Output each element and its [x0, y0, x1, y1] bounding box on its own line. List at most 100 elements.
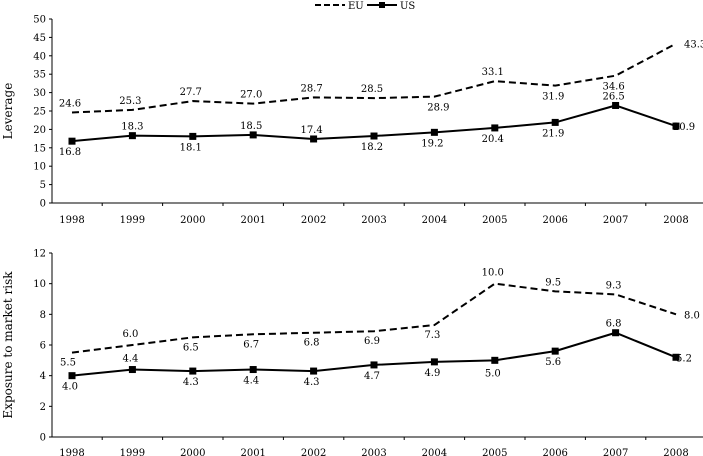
series-eu-data-label: 43.3	[684, 40, 703, 51]
y-tick-label: 12	[33, 249, 46, 260]
series-us-data-label: 5.0	[485, 368, 501, 379]
x-tick-label: 2004	[422, 215, 447, 226]
series-eu-data-label: 6.5	[183, 342, 199, 353]
series-us-point	[370, 132, 378, 140]
series-us-data-label: 16.8	[59, 147, 81, 158]
y-tick-label: 40	[33, 51, 46, 62]
series-eu-data-label: 28.9	[427, 103, 449, 114]
series-eu-data-label: 27.7	[180, 87, 202, 98]
y-tick-label: 4	[40, 371, 46, 382]
series-eu-data-label: 6.9	[364, 336, 380, 347]
series-us-point	[491, 124, 499, 132]
leverage-chart: 0 5 10 15 20 25 30 35 40 45 50 1998 1999 2000 2001 2002…	[1, 15, 703, 226]
series-eu-data-label: 5.5	[60, 358, 76, 369]
x-tick-label: 2007	[603, 215, 628, 226]
series-us-point	[551, 118, 559, 126]
x-tick-label: 2002	[301, 448, 326, 456]
y-tick-label: 15	[33, 143, 46, 154]
series-us-point	[249, 131, 257, 139]
series-us-point	[551, 347, 559, 355]
legend: EU US	[315, 1, 415, 12]
series-eu-data-label: 6.0	[122, 329, 138, 340]
series-us-point	[370, 361, 378, 369]
series-us-data-label: 18.3	[121, 122, 143, 133]
x-tick-label: 2003	[361, 448, 386, 456]
series-eu-data-label: 6.7	[243, 339, 259, 350]
y-tick-label: 5	[40, 180, 46, 191]
series-us-point	[128, 132, 136, 140]
y-tick-label: 10	[33, 162, 46, 173]
series-us-data-label: 4.7	[364, 371, 380, 382]
x-tick-label: 2005	[482, 215, 507, 226]
series-eu-line	[71, 282, 677, 354]
x-tick-label: 2008	[663, 215, 688, 226]
y-tick-label: 20	[33, 125, 46, 136]
x-tick-label: 1998	[59, 215, 84, 226]
x-tick-label: 1999	[120, 448, 145, 456]
series-us-point	[68, 137, 76, 145]
x-tick-label: 1998	[59, 448, 84, 456]
y-tick-label: 2	[40, 402, 46, 413]
series-us-data-label: 4.3	[304, 377, 320, 388]
series-eu-data-label: 33.1	[482, 67, 504, 78]
y-tick-label: 0	[40, 199, 46, 210]
series-us-data-label: 5.2	[676, 353, 692, 364]
series-eu-data-label: 8.0	[684, 310, 700, 321]
y-tick-label: 35	[33, 70, 46, 81]
series-us-data-label: 6.8	[606, 319, 622, 330]
series-us-data-label: 18.2	[361, 142, 383, 153]
series-eu-data-label: 24.6	[59, 98, 81, 109]
series-eu-data-label: 28.5	[361, 84, 383, 95]
series-us-point	[189, 132, 197, 140]
series-us-data-label: 20.9	[673, 122, 695, 133]
series-us-point	[310, 135, 318, 143]
legend-us-label: US	[400, 1, 415, 12]
series-us-point	[672, 353, 680, 361]
market-risk-chart: 0 2 4 6 8 10 12 1998 1999 2000 2001 2002 2003 2004 200…	[1, 249, 703, 456]
x-tick-label: 2004	[422, 448, 447, 456]
series-us-point	[491, 356, 499, 364]
x-tick-label: 2003	[361, 215, 386, 226]
series-us-point	[612, 329, 620, 337]
series-us-data-label: 4.4	[243, 376, 259, 387]
y-tick-label: 45	[33, 33, 46, 44]
series-eu-data-label: 28.7	[300, 83, 322, 94]
series-eu-data-label: 7.3	[424, 330, 440, 341]
series-eu-data-label: 6.8	[304, 338, 320, 349]
series-us-point	[189, 367, 197, 375]
x-tick-label: 2007	[603, 448, 628, 456]
x-tick-label: 2005	[482, 448, 507, 456]
series-us-point	[612, 101, 620, 109]
series-us-data-label: 4.9	[424, 368, 440, 379]
series-us-data-label: 18.5	[240, 121, 262, 132]
series-us-data-label: 26.5	[602, 91, 624, 102]
y-tick-label: 6	[40, 341, 46, 352]
series-us-data-label: 19.2	[421, 138, 443, 149]
y-tick-label: 0	[40, 433, 46, 444]
x-tick-label: 2008	[663, 448, 688, 456]
x-tick-label: 2006	[542, 215, 567, 226]
series-us-point	[68, 372, 76, 380]
series-us-point	[249, 366, 257, 374]
series-us-data-label: 18.1	[180, 142, 202, 153]
series-eu-data-label: 27.0	[240, 90, 262, 101]
series-eu-data-label: 34.6	[602, 82, 624, 93]
x-tick-label: 1999	[120, 215, 145, 226]
series-us-point	[310, 367, 318, 375]
y-tick-label: 10	[33, 279, 46, 290]
x-tick-label: 2001	[240, 215, 265, 226]
y-axis-title: Exposure to market risk	[1, 271, 15, 419]
series-eu-data-label: 10.0	[482, 268, 504, 279]
series-us-point	[672, 122, 680, 130]
legend-us-marker	[379, 2, 385, 8]
series-eu-line	[71, 42, 677, 114]
series-us-data-label: 4.3	[183, 377, 199, 388]
y-tick-label: 30	[33, 88, 46, 99]
series-eu-data-label: 31.9	[542, 92, 564, 103]
x-tick-label: 2001	[240, 448, 265, 456]
x-tick-label: 2000	[180, 448, 205, 456]
series-us-data-label: 4.0	[62, 382, 78, 393]
series-eu-data-label: 25.3	[119, 96, 141, 107]
series-eu-data-label: 9.5	[545, 277, 561, 288]
